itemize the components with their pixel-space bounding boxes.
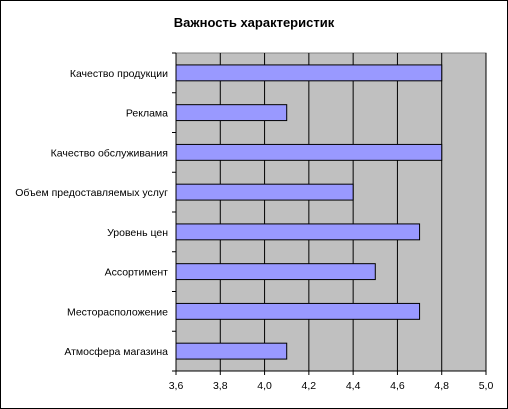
chart-title: Важность характеристик [173,15,335,30]
x-tick-label: 4,8 [434,380,449,392]
x-tick-label: 4,6 [390,380,405,392]
bar [175,223,421,241]
bar [175,183,354,201]
axes [172,52,487,375]
x-tick-label: 5,0 [479,380,494,392]
category-labels: Качество продукции Реклама Качество обслуж… [15,68,168,358]
category-label: Месторасположение [67,306,168,318]
bar [175,64,443,82]
category-label: Ассортимент [105,267,169,279]
x-tick-label: 4,0 [257,380,272,392]
category-label: Атмосфера магазина [64,346,168,358]
tick-labels: 3,6 3,8 4,0 4,2 4,4 4,6 4,8 5,0 [169,380,494,392]
bar [175,104,288,122]
category-label: Реклама [126,108,168,120]
bar [175,302,421,320]
bar [175,263,376,281]
bar [175,143,443,161]
category-label: Качество обслуживания [51,147,168,159]
bar [175,342,288,360]
x-tick-label: 4,4 [346,380,361,392]
category-label: Уровень цен [107,227,168,239]
category-label: Объем предоставляемых услуг [15,187,168,199]
bars [175,64,443,360]
x-tick-label: 4,2 [302,380,317,392]
x-tick-label: 3,6 [169,380,184,392]
x-tick-label: 3,8 [213,380,228,392]
category-label: Качество продукции [70,68,168,80]
plot-area [175,52,487,372]
